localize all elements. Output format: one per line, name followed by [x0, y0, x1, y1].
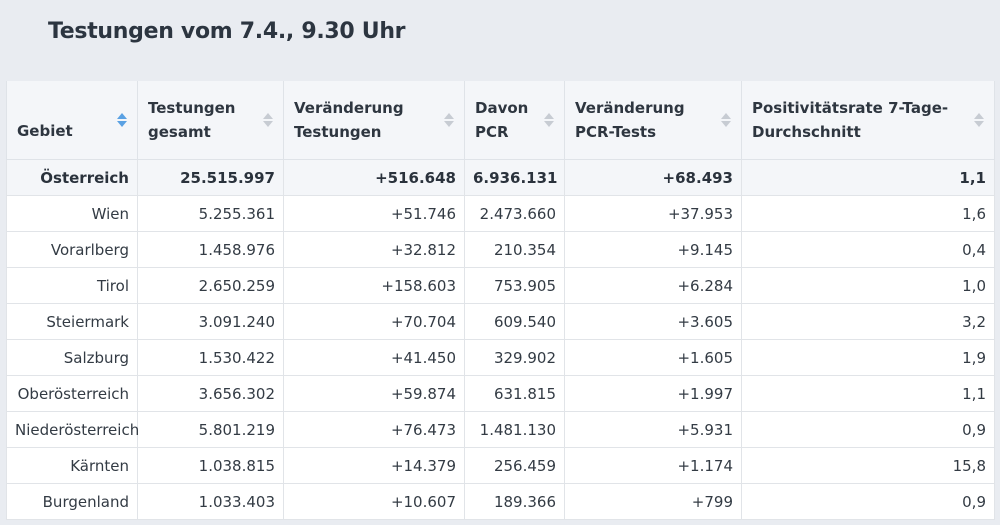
cell-positivitaetsrate: 1,1: [741, 375, 995, 412]
cell-davon-pcr: 631.815: [464, 375, 565, 412]
cell-gebiet: Oberösterreich: [6, 375, 138, 412]
cell-veraenderung-pcr: +799: [564, 483, 742, 520]
cell-davon-pcr: 1.481.130: [464, 411, 565, 448]
cell-testungen-gesamt: 25.515.997: [137, 159, 284, 196]
cell-testungen-gesamt: 5.801.219: [137, 411, 284, 448]
cell-gebiet: Niederösterreich: [6, 411, 139, 448]
sort-icon[interactable]: [721, 112, 731, 128]
sort-icon[interactable]: [263, 112, 273, 128]
cell-veraenderung-pcr: +1.174: [564, 447, 742, 484]
cell-veraenderung-testungen: +51.746: [283, 195, 465, 232]
sort-icon[interactable]: [544, 112, 554, 128]
cell-gebiet: Vorarlberg: [6, 231, 138, 268]
cell-davon-pcr: 753.905: [464, 267, 565, 304]
cell-positivitaetsrate: 1,1: [741, 159, 995, 196]
column-header-veraenderung-testungen[interactable]: Veränderung Testungen: [283, 81, 465, 160]
page-title: Testungen vom 7.4., 9.30 Uhr: [48, 19, 406, 44]
cell-veraenderung-testungen: +59.874: [283, 375, 465, 412]
cell-veraenderung-testungen: +70.704: [283, 303, 465, 340]
cell-testungen-gesamt: 1.530.422: [137, 339, 284, 376]
cell-veraenderung-pcr: +37.953: [564, 195, 742, 232]
column-header-testungen-gesamt[interactable]: Testungen gesamt: [137, 81, 284, 160]
cell-positivitaetsrate: 3,2: [741, 303, 995, 340]
cell-positivitaetsrate: 1,0: [741, 267, 995, 304]
cell-positivitaetsrate: 15,8: [741, 447, 995, 484]
cell-gebiet: Wien: [6, 195, 138, 232]
table-row: Wien 5.255.361 +51.746 2.473.660 +37.953 1,6: [6, 195, 995, 232]
cell-gebiet: Steiermark: [6, 303, 138, 340]
cell-positivitaetsrate: 0,4: [741, 231, 995, 268]
cell-veraenderung-pcr: +68.493: [564, 159, 742, 196]
sort-icon[interactable]: [444, 112, 454, 128]
table-row: Oberösterreich 3.656.302 +59.874 631.815 +1.…: [6, 375, 995, 412]
cell-testungen-gesamt: 3.091.240: [137, 303, 284, 340]
cell-veraenderung-testungen: +76.473: [283, 411, 465, 448]
cell-testungen-gesamt: 1.033.403: [137, 483, 284, 520]
column-header-label: Positivitätsrate 7-Tage-Durchschnitt: [752, 99, 949, 141]
column-header-davon-pcr[interactable]: Davon PCR: [464, 81, 565, 160]
table-row: Burgenland 1.033.403 +10.607 189.366 +799 0,9: [6, 483, 995, 520]
cell-davon-pcr: 189.366: [464, 483, 565, 520]
table-row: Niederösterreich 5.801.219 +76.473 1.481.13…: [6, 411, 995, 448]
cell-davon-pcr: 256.459: [464, 447, 565, 484]
cell-veraenderung-pcr: +1.997: [564, 375, 742, 412]
column-header-positivitaetsrate[interactable]: Positivitätsrate 7-Tage-Durchschnitt: [741, 81, 995, 160]
column-header-label: Gebiet: [17, 122, 73, 140]
column-header-veraenderung-pcr[interactable]: Veränderung PCR-Tests: [564, 81, 742, 160]
cell-testungen-gesamt: 2.650.259: [137, 267, 284, 304]
column-header-label: Veränderung PCR-Tests: [575, 99, 685, 141]
cell-veraenderung-testungen: +158.603: [283, 267, 465, 304]
header-row: Gebiet Testungen gesamt Veränderung Test…: [6, 81, 995, 160]
cell-gebiet: Salzburg: [6, 339, 138, 376]
cell-testungen-gesamt: 1.458.976: [137, 231, 284, 268]
cell-testungen-gesamt: 3.656.302: [137, 375, 284, 412]
cell-veraenderung-testungen: +41.450: [283, 339, 465, 376]
table-row: Tirol 2.650.259 +158.603 753.905 +6.284 1,0: [6, 267, 995, 304]
cell-davon-pcr: 609.540: [464, 303, 565, 340]
cell-testungen-gesamt: 5.255.361: [137, 195, 284, 232]
cell-veraenderung-testungen: +32.812: [283, 231, 465, 268]
cell-davon-pcr: 210.354: [464, 231, 565, 268]
cell-veraenderung-pcr: +6.284: [564, 267, 742, 304]
cell-gebiet: Österreich: [6, 159, 138, 196]
cell-davon-pcr: 329.902: [464, 339, 565, 376]
table-row-total: Österreich 25.515.997 +516.648 6.936.131 +68…: [6, 159, 995, 196]
cell-positivitaetsrate: 0,9: [741, 483, 995, 520]
column-header-label: Veränderung Testungen: [294, 99, 404, 141]
table-row: Steiermark 3.091.240 +70.704 609.540 +3.605 3…: [6, 303, 995, 340]
column-header-label: Davon PCR: [475, 99, 529, 141]
cell-veraenderung-pcr: +3.605: [564, 303, 742, 340]
cell-positivitaetsrate: 1,6: [741, 195, 995, 232]
cell-veraenderung-testungen: +14.379: [283, 447, 465, 484]
column-header-gebiet[interactable]: Gebiet: [6, 81, 138, 160]
cell-positivitaetsrate: 0,9: [741, 411, 995, 448]
cell-veraenderung-testungen: +516.648: [283, 159, 465, 196]
cell-veraenderung-pcr: +9.145: [564, 231, 742, 268]
cell-veraenderung-pcr: +1.605: [564, 339, 742, 376]
table-row: Kärnten 1.038.815 +14.379 256.459 +1.174 15,8: [6, 447, 995, 484]
cell-veraenderung-pcr: +5.931: [564, 411, 742, 448]
cell-gebiet: Burgenland: [6, 483, 138, 520]
table-row: Salzburg 1.530.422 +41.450 329.902 +1.605 1,9: [6, 339, 995, 376]
table-body: Österreich 25.515.997 +516.648 6.936.131 +68…: [6, 159, 995, 520]
cell-davon-pcr: 6.936.131: [464, 159, 565, 196]
cell-testungen-gesamt: 1.038.815: [137, 447, 284, 484]
cell-gebiet: Kärnten: [6, 447, 138, 484]
testing-table: Gebiet Testungen gesamt Veränderung Test…: [6, 81, 995, 520]
sort-icon[interactable]: [117, 112, 127, 128]
cell-positivitaetsrate: 1,9: [741, 339, 995, 376]
cell-davon-pcr: 2.473.660: [464, 195, 565, 232]
sort-icon[interactable]: [974, 112, 984, 128]
table-row: Vorarlberg 1.458.976 +32.812 210.354 +9.145 0…: [6, 231, 995, 268]
cell-gebiet: Tirol: [6, 267, 138, 304]
column-header-label: Testungen gesamt: [148, 99, 236, 141]
cell-veraenderung-testungen: +10.607: [283, 483, 465, 520]
